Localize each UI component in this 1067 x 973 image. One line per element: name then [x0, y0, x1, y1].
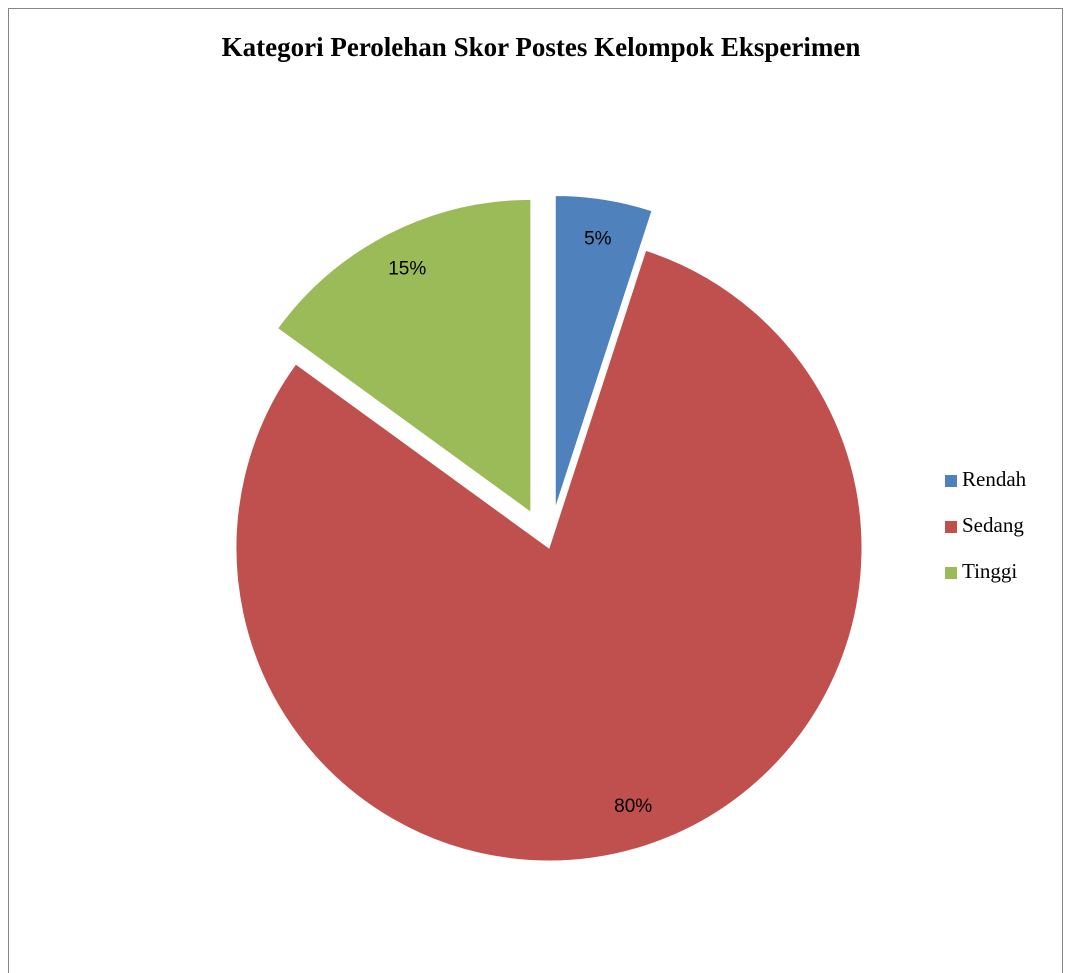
data-label: 5% — [584, 229, 612, 250]
legend-swatch — [945, 475, 957, 487]
legend-swatch — [945, 567, 957, 579]
legend-label: Tinggi — [962, 559, 1017, 583]
pie-slice — [276, 198, 532, 514]
legend-label: Sedang — [962, 513, 1024, 537]
pie-slice — [235, 249, 863, 862]
data-label: 80% — [614, 796, 652, 817]
legend-label: Rendah — [962, 467, 1027, 491]
legend-swatch — [945, 521, 957, 533]
pie-slice — [554, 194, 653, 509]
chart-title: Kategori Perolehan Skor Postes Kelompok … — [222, 32, 861, 62]
data-label: 15% — [388, 259, 426, 280]
